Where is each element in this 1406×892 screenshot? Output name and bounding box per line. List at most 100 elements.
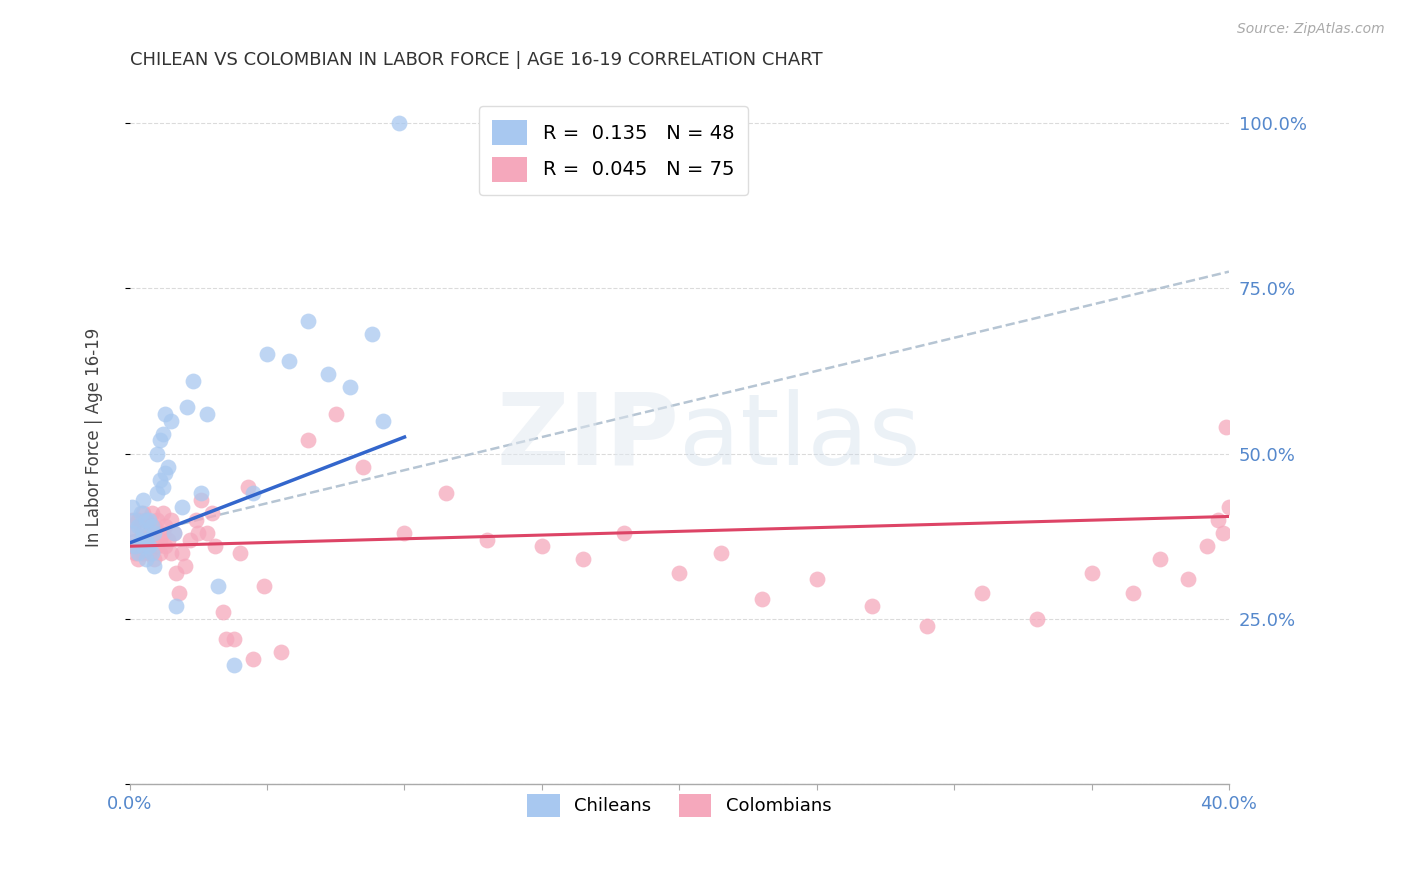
Point: [135, 513, 157, 527]
Point: [173, 559, 195, 574]
Point: [212, 606, 235, 620]
Point: [138, 539, 160, 553]
Point: [127, 552, 149, 566]
Point: [394, 526, 416, 541]
Point: [297, 434, 319, 448]
Point: [242, 486, 264, 500]
Point: [179, 533, 201, 547]
Point: [1149, 552, 1171, 566]
Point: [278, 354, 301, 368]
Point: [135, 539, 157, 553]
Point: [181, 374, 204, 388]
Point: [135, 513, 157, 527]
Point: [132, 492, 155, 507]
Point: [434, 486, 457, 500]
Legend: Chileans, Colombians: Chileans, Colombians: [520, 787, 838, 824]
Point: [143, 552, 166, 566]
Point: [132, 539, 155, 553]
Point: [135, 552, 157, 566]
Point: [668, 566, 690, 580]
Point: [121, 500, 143, 514]
Point: [129, 533, 152, 547]
Point: [143, 559, 166, 574]
Point: [146, 486, 169, 500]
Text: Source: ZipAtlas.com: Source: ZipAtlas.com: [1237, 22, 1385, 37]
Point: [121, 526, 143, 541]
Y-axis label: In Labor Force | Age 16-19: In Labor Force | Age 16-19: [86, 327, 103, 547]
Point: [146, 447, 169, 461]
Point: [157, 533, 180, 547]
Point: [215, 632, 238, 646]
Point: [360, 327, 382, 342]
Point: [127, 519, 149, 533]
Point: [129, 506, 152, 520]
Point: [124, 539, 146, 553]
Point: [141, 519, 163, 533]
Point: [1212, 526, 1234, 541]
Point: [152, 526, 174, 541]
Point: [165, 566, 187, 580]
Point: [195, 526, 218, 541]
Point: [1122, 585, 1144, 599]
Point: [143, 526, 166, 541]
Point: [124, 513, 146, 527]
Point: [371, 413, 394, 427]
Point: [613, 526, 636, 541]
Point: [242, 651, 264, 665]
Point: [195, 407, 218, 421]
Point: [129, 533, 152, 547]
Point: [316, 368, 339, 382]
Point: [160, 513, 183, 527]
Point: [388, 116, 411, 130]
Point: [860, 599, 883, 613]
Point: [224, 658, 246, 673]
Point: [170, 500, 193, 514]
Point: [228, 546, 250, 560]
Text: ZIP: ZIP: [496, 389, 679, 485]
Point: [1195, 539, 1218, 553]
Point: [138, 546, 160, 560]
Point: [149, 546, 172, 560]
Point: [709, 546, 731, 560]
Point: [1080, 566, 1102, 580]
Text: CHILEAN VS COLOMBIAN IN LABOR FORCE | AGE 16-19 CORRELATION CHART: CHILEAN VS COLOMBIAN IN LABOR FORCE | AG…: [129, 51, 823, 69]
Point: [190, 486, 212, 500]
Point: [121, 513, 143, 527]
Text: atlas: atlas: [679, 389, 921, 485]
Point: [138, 513, 160, 527]
Point: [135, 533, 157, 547]
Point: [1215, 420, 1237, 434]
Point: [155, 407, 177, 421]
Point: [1177, 572, 1199, 586]
Point: [160, 546, 183, 560]
Point: [129, 519, 152, 533]
Point: [132, 506, 155, 520]
Point: [187, 526, 209, 541]
Point: [163, 526, 186, 541]
Point: [138, 526, 160, 541]
Point: [143, 519, 166, 533]
Point: [253, 579, 276, 593]
Point: [325, 407, 347, 421]
Point: [236, 480, 259, 494]
Point: [167, 585, 190, 599]
Point: [141, 506, 163, 520]
Point: [970, 585, 993, 599]
Point: [152, 506, 174, 520]
Point: [530, 539, 553, 553]
Point: [160, 413, 183, 427]
Point: [915, 618, 938, 632]
Point: [207, 579, 229, 593]
Point: [297, 314, 319, 328]
Point: [157, 459, 180, 474]
Point: [201, 506, 224, 520]
Point: [132, 546, 155, 560]
Point: [149, 473, 172, 487]
Point: [572, 552, 595, 566]
Point: [256, 347, 278, 361]
Point: [190, 492, 212, 507]
Point: [155, 519, 177, 533]
Point: [170, 546, 193, 560]
Point: [270, 645, 292, 659]
Point: [165, 599, 187, 613]
